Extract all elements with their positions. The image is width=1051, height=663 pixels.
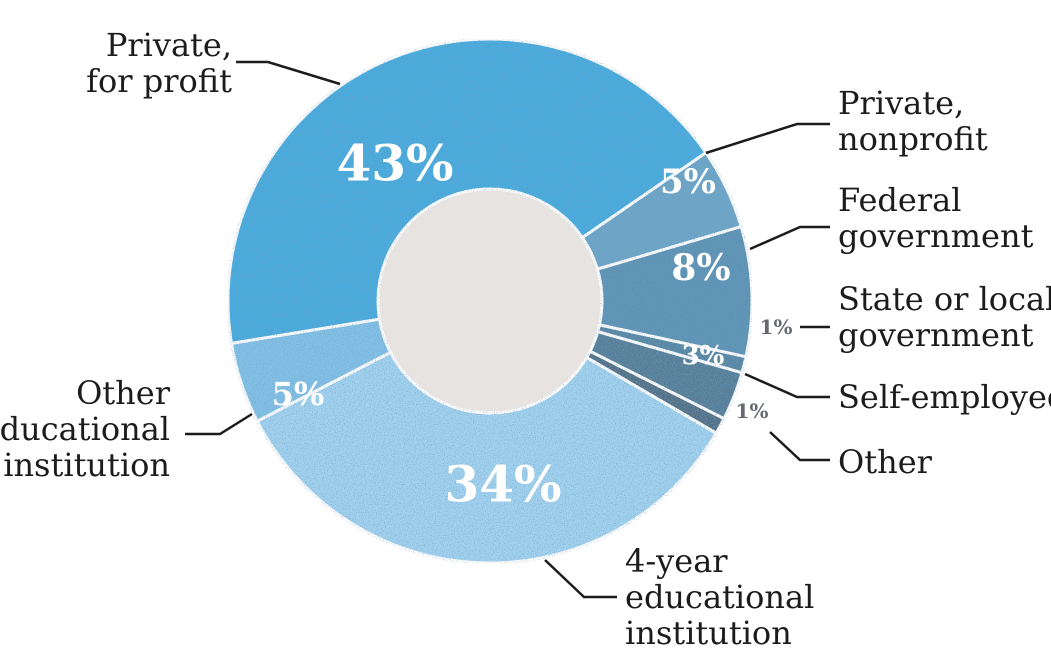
leader-line-other-educational-institution	[185, 412, 253, 436]
value-label-self-employed: 3%	[682, 341, 725, 371]
leader-line-private-for-profit	[236, 60, 341, 86]
category-label-state-or-local-government: State or local government	[838, 280, 1051, 354]
value-label-other: 1%	[736, 399, 769, 423]
value-label-federal-government: 8%	[671, 247, 730, 289]
donut-center	[379, 190, 601, 412]
value-label-4-year-educational-institution: 34%	[444, 455, 561, 514]
category-label-other: Other	[838, 443, 933, 481]
leader-line-4-year-educational-institution	[544, 559, 617, 599]
leader-line-self-employed	[744, 372, 830, 399]
category-label-private-nonprofit: Private, nonprofit	[838, 84, 988, 158]
leader-line-private-nonprofit	[705, 122, 830, 155]
slice-4-year-educational-institution	[255, 350, 719, 565]
category-label-other-educational-institution: Othereducationalinstitution	[0, 374, 171, 484]
value-label-other-educational-institution: 5%	[272, 375, 325, 413]
value-label-private-nonprofit: 5%	[660, 162, 716, 202]
leader-line-federal-government	[749, 225, 830, 251]
slice-private-for-profit	[226, 37, 709, 346]
category-label-self-employed: Self-employed	[838, 378, 1051, 416]
value-label-state-or-local-government: 1%	[760, 315, 793, 339]
leader-line-other	[769, 431, 830, 462]
category-label-federal-government: Federal government	[838, 181, 1034, 255]
value-label-private-for-profit: 43%	[336, 134, 453, 193]
category-label-private-for-profit: Private, for profit	[86, 26, 232, 100]
category-label-4-year-educational-institution: 4-year educational institution	[625, 542, 814, 652]
